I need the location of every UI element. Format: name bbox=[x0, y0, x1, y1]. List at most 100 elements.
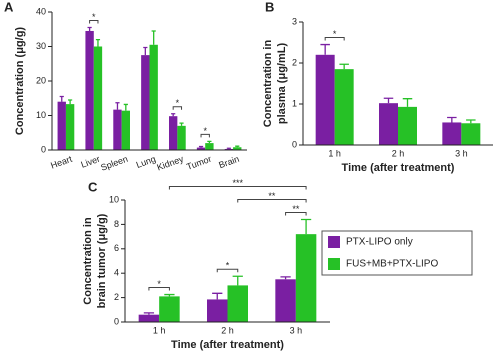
bar bbox=[461, 123, 481, 145]
bar bbox=[227, 285, 248, 322]
bar bbox=[65, 104, 75, 150]
y-tick-label: 4 bbox=[114, 268, 119, 278]
y-tick-label: 6 bbox=[114, 243, 119, 253]
significance-label: * bbox=[176, 98, 180, 108]
error-bar bbox=[235, 145, 240, 148]
y-tick-label: 10 bbox=[109, 194, 119, 204]
x-tick-label: Kidney bbox=[156, 154, 186, 173]
significance-label: * bbox=[333, 29, 337, 39]
error-bar bbox=[143, 312, 155, 315]
error-bar bbox=[402, 98, 413, 107]
significance-bracket bbox=[285, 212, 307, 216]
bar bbox=[224, 148, 234, 150]
y-tick-label: 3 bbox=[292, 16, 297, 26]
bar bbox=[93, 46, 103, 150]
significance-label: ** bbox=[292, 204, 300, 214]
bar bbox=[57, 101, 66, 150]
bar bbox=[205, 143, 214, 150]
error-bar bbox=[179, 122, 184, 126]
significance-bracket bbox=[172, 106, 183, 110]
bar bbox=[295, 234, 317, 322]
bar bbox=[85, 30, 94, 151]
y-axis-title: brain tumor (μg/g) bbox=[96, 213, 108, 308]
error-bar bbox=[320, 43, 330, 55]
error-bar bbox=[164, 293, 175, 297]
error-bar bbox=[280, 276, 291, 280]
bar bbox=[138, 314, 160, 322]
significance-bracket bbox=[168, 186, 307, 190]
significance-bracket bbox=[324, 37, 345, 41]
y-tick-label: 0 bbox=[292, 139, 297, 149]
x-tick-label: 2 h bbox=[221, 325, 234, 335]
y-tick-label: 40 bbox=[36, 6, 46, 16]
error-bar bbox=[232, 275, 243, 286]
x-tick-label: Heart bbox=[49, 154, 74, 171]
significance-bracket bbox=[89, 20, 99, 24]
error-bar bbox=[447, 116, 457, 123]
x-tick-label: Brain bbox=[217, 154, 240, 171]
error-bar bbox=[171, 113, 176, 117]
significance-bracket bbox=[237, 199, 307, 203]
significance-label: *** bbox=[232, 178, 243, 188]
x-tick-label: 2 h bbox=[392, 148, 405, 158]
panel-label: B bbox=[265, 0, 274, 14]
significance-label: * bbox=[203, 126, 207, 136]
error-bar bbox=[226, 147, 231, 149]
error-bar bbox=[383, 97, 394, 104]
y-tick-label: 1 bbox=[292, 98, 297, 108]
bar bbox=[334, 69, 354, 145]
y-tick-label: 30 bbox=[36, 41, 46, 51]
bar bbox=[177, 125, 186, 150]
y-tick-label: 8 bbox=[114, 219, 119, 229]
error-bar bbox=[151, 30, 156, 45]
y-tick-label: 20 bbox=[36, 75, 46, 85]
y-tick-label: 2 bbox=[114, 292, 119, 302]
error-bar bbox=[68, 99, 73, 105]
x-tick-label: Spleen bbox=[99, 154, 129, 173]
x-axis-title: Time (after treatment) bbox=[171, 339, 284, 351]
error-bar bbox=[95, 38, 101, 47]
bar bbox=[113, 109, 122, 150]
error-bar bbox=[115, 102, 120, 110]
bar bbox=[379, 103, 398, 145]
y-axis-title: Concentration in bbox=[262, 40, 274, 128]
error-bar bbox=[59, 95, 64, 102]
bar bbox=[149, 44, 158, 150]
panel-label: A bbox=[4, 0, 14, 14]
error-bar bbox=[198, 145, 204, 148]
legend-label: FUS+MB+PTX-LIPO bbox=[346, 259, 438, 270]
bar bbox=[275, 279, 296, 322]
error-bar bbox=[87, 26, 92, 31]
error-bar bbox=[207, 140, 212, 144]
y-axis-title: Concentration (μg/g) bbox=[14, 27, 26, 136]
error-bar bbox=[339, 63, 349, 70]
y-axis-title: Concentration in bbox=[82, 217, 94, 305]
error-bar bbox=[143, 46, 148, 56]
y-tick-label: 0 bbox=[41, 144, 46, 154]
bar bbox=[196, 147, 206, 150]
x-tick-label: Liver bbox=[80, 154, 102, 170]
legend-frame bbox=[321, 230, 473, 276]
significance-label: * bbox=[226, 261, 230, 271]
bar bbox=[159, 296, 180, 322]
x-tick-label: 1 h bbox=[328, 148, 341, 158]
significance-label: ** bbox=[268, 191, 276, 201]
significance-bracket bbox=[200, 133, 210, 138]
bar bbox=[315, 54, 335, 145]
bar bbox=[442, 122, 462, 145]
y-axis-title: plasma (μg/mL) bbox=[276, 43, 288, 125]
x-axis-title: Time (after treatment) bbox=[342, 162, 455, 174]
panel-label: C bbox=[88, 179, 98, 194]
bar bbox=[233, 147, 242, 150]
y-tick-label: 2 bbox=[292, 57, 297, 67]
error-bar bbox=[466, 119, 476, 124]
bar bbox=[141, 55, 150, 150]
x-tick-label: Tumor bbox=[185, 154, 213, 172]
bar bbox=[398, 106, 417, 145]
legend-swatch bbox=[328, 236, 340, 248]
x-tick-label: 3 h bbox=[290, 325, 303, 335]
significance-bracket bbox=[216, 268, 239, 273]
bar bbox=[121, 110, 130, 150]
x-tick-label: 1 h bbox=[153, 325, 166, 335]
